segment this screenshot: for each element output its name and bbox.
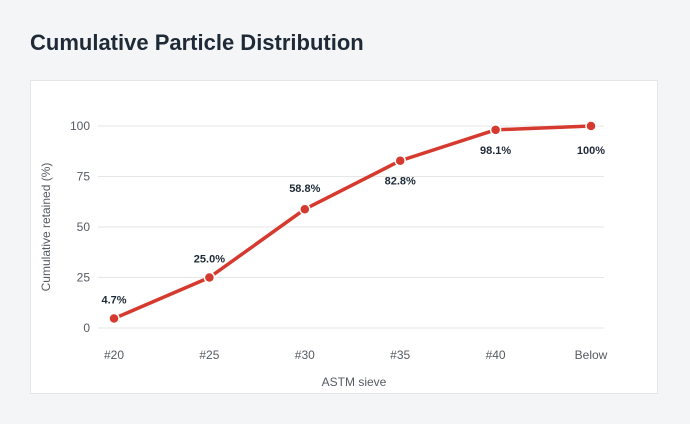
data-point[interactable] — [203, 271, 216, 284]
x-tick-label: #20 — [104, 348, 124, 362]
page-title: Cumulative Particle Distribution — [30, 30, 364, 55]
point-layer — [108, 120, 597, 325]
chart-card — [30, 80, 658, 394]
y-axis-title: Cumulative retained (%) — [39, 163, 53, 292]
y-tick-labels: 0 25 50 75 100 — [70, 119, 90, 335]
x-tick-label: Below — [575, 348, 608, 362]
y-tick-label: 75 — [77, 170, 91, 184]
y-tick-label: 50 — [77, 220, 91, 234]
data-point[interactable] — [585, 120, 597, 132]
data-point[interactable] — [489, 124, 502, 136]
data-label: 98.1% — [480, 145, 511, 157]
data-label: 100% — [577, 145, 605, 157]
x-tick-label: #35 — [390, 348, 410, 362]
data-point[interactable] — [108, 312, 120, 325]
x-tick-labels: #20 #25 #30 #35 #40 Below — [104, 348, 608, 362]
data-label: 58.8% — [289, 183, 320, 195]
data-point[interactable] — [394, 154, 406, 167]
grid-layer — [98, 125, 604, 329]
series-layer — [112, 124, 593, 321]
x-tick-label: #25 — [199, 348, 219, 362]
y-tick-label: 100 — [70, 119, 90, 133]
data-label: 25.0% — [194, 254, 225, 266]
x-tick-label: #40 — [486, 348, 506, 362]
data-label: 82.8% — [385, 176, 416, 188]
data-point[interactable] — [299, 203, 311, 215]
data-label-layer: 4.7% 25.0% 58.8% 82.8% 98.1% 100% — [101, 145, 605, 307]
y-tick-label: 25 — [77, 271, 91, 285]
x-axis-title: ASTM sieve — [322, 375, 387, 389]
x-tick-label: #30 — [295, 348, 315, 362]
data-label: 4.7% — [101, 295, 126, 307]
series-line — [112, 124, 593, 321]
y-tick-label: 0 — [83, 321, 90, 335]
